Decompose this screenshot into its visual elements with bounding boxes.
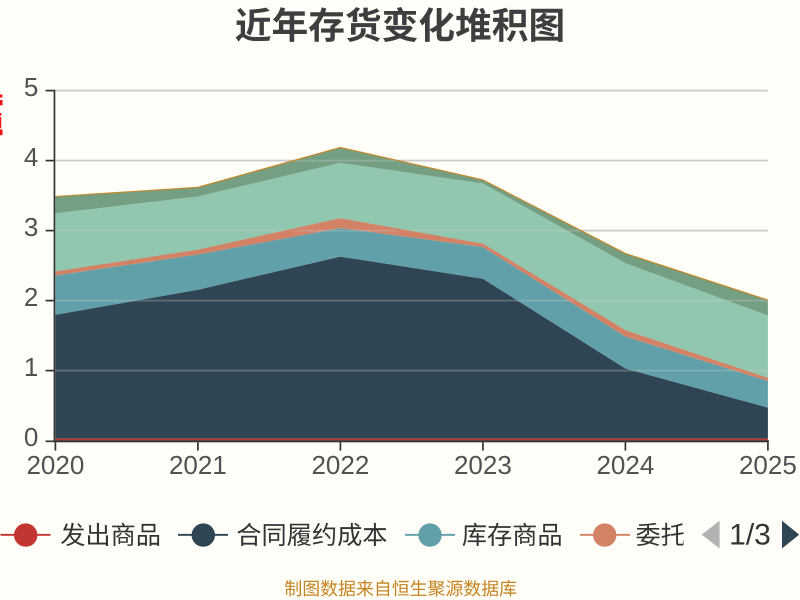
svg-text:2020: 2020 <box>26 450 84 480</box>
svg-text:2022: 2022 <box>311 450 369 480</box>
svg-text:2023: 2023 <box>454 450 512 480</box>
svg-text:0: 0 <box>24 422 38 452</box>
svg-text:1: 1 <box>24 352 38 382</box>
svg-text:5: 5 <box>24 72 38 102</box>
svg-text:2024: 2024 <box>596 450 654 480</box>
svg-text:2025: 2025 <box>739 450 797 480</box>
svg-text:4: 4 <box>24 142 38 172</box>
svg-text:2: 2 <box>24 282 38 312</box>
svg-text:3: 3 <box>24 212 38 242</box>
svg-text:2021: 2021 <box>169 450 227 480</box>
svg-text:1/3: 1/3 <box>729 519 771 552</box>
